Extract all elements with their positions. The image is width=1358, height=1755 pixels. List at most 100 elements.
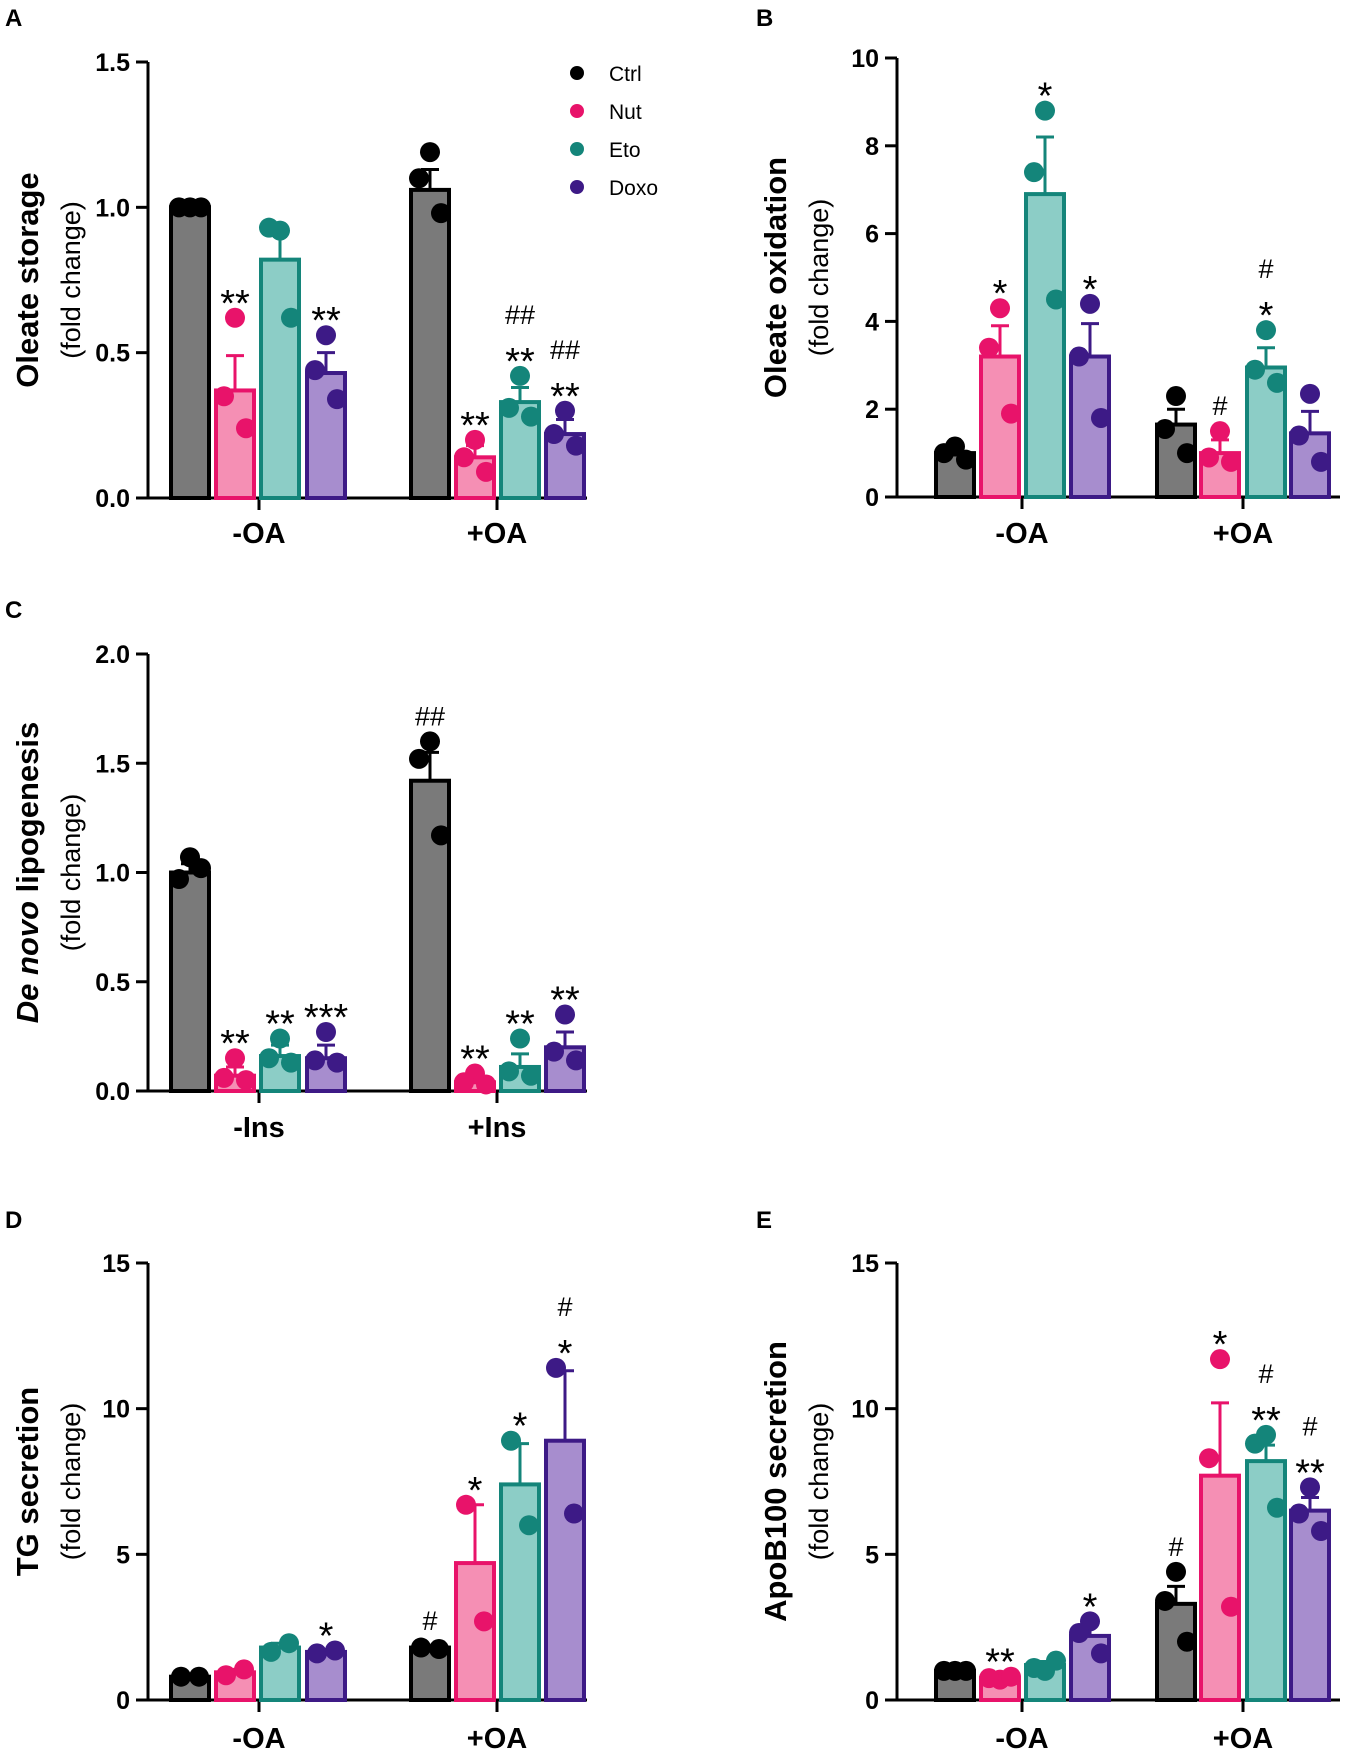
- data-point: [279, 1633, 299, 1654]
- legend-label: Doxo: [609, 177, 658, 200]
- data-point: [1024, 1657, 1044, 1678]
- data-point: [1046, 289, 1066, 310]
- data-point: [316, 1022, 336, 1043]
- y-axis-title-italic: De novo: [10, 892, 45, 1023]
- data-point: [521, 406, 541, 427]
- significance-mark: **: [265, 1004, 295, 1046]
- significance-mark: #: [422, 1606, 437, 1636]
- data-point: [456, 1494, 476, 1515]
- y-axis-title: ApoB100 secretion: [758, 1341, 793, 1622]
- y-axis-title: Oleate storage: [10, 172, 45, 387]
- panel-letter: D: [5, 1207, 22, 1234]
- significance-mark: *: [468, 1470, 483, 1512]
- data-point: [566, 1050, 586, 1071]
- data-point: [956, 449, 976, 470]
- panel-letter: C: [5, 597, 22, 624]
- x-tick-label: +Ins: [468, 1112, 527, 1144]
- legend-marker: [570, 66, 584, 80]
- data-point: [979, 337, 999, 358]
- bar-Doxo: [1289, 1508, 1331, 1702]
- data-point: [519, 1515, 539, 1536]
- data-point: [316, 325, 336, 346]
- data-point: [236, 418, 256, 439]
- data-point: [191, 858, 211, 879]
- data-point: [990, 298, 1010, 319]
- data-point: [305, 360, 325, 381]
- data-point: [259, 217, 279, 238]
- legend-label: Eto: [609, 139, 641, 162]
- y-tick-label: 8: [865, 133, 879, 161]
- x-tick-label: -OA: [232, 518, 285, 550]
- data-point: [429, 1639, 449, 1660]
- data-point: [544, 424, 564, 445]
- significance-mark: #: [1258, 254, 1273, 284]
- data-point: [1199, 447, 1219, 468]
- y-axis-subtitle: (fold change): [804, 199, 834, 357]
- data-point: [544, 1041, 564, 1062]
- data-point: [1177, 1631, 1197, 1652]
- data-point: [521, 1065, 541, 1086]
- bar-Ctrl: [409, 187, 451, 500]
- significance-mark: ##: [415, 701, 445, 731]
- bar-Ctrl: [169, 205, 211, 500]
- significance-mark: **: [505, 341, 535, 383]
- legend: Ctrl Nut Eto Doxo: [570, 63, 658, 200]
- significance-mark: **: [220, 1023, 250, 1065]
- bar-Eto: [1245, 1459, 1287, 1703]
- panel-D: D 0 5 10 15 -OA +OA TG secretion (fold change) # *…: [5, 1207, 587, 1755]
- bar-Nut: [979, 354, 1021, 499]
- data-point: [956, 1660, 976, 1681]
- data-point: [555, 400, 575, 421]
- legend-label: Ctrl: [609, 63, 642, 86]
- significance-mark: *: [319, 1615, 334, 1657]
- data-point: [1289, 425, 1309, 446]
- data-point: [510, 1028, 530, 1049]
- data-point: [171, 1666, 191, 1687]
- y-tick-label: 0.0: [95, 485, 130, 513]
- y-tick-label: 0.0: [95, 1078, 130, 1106]
- y-axis-title-text: ApoB100 secretion: [758, 1341, 793, 1622]
- data-point: [1210, 421, 1230, 442]
- bar-Doxo: [544, 1438, 586, 1703]
- data-point: [325, 1640, 345, 1661]
- bar-Ctrl: [169, 870, 211, 1093]
- y-tick-label: 10: [851, 45, 879, 73]
- significance-mark: *: [513, 1406, 528, 1448]
- y-tick-label: 6: [865, 221, 879, 249]
- y-tick-label: 2.0: [95, 641, 130, 669]
- significance-mark: **: [460, 405, 490, 447]
- data-point: [1267, 372, 1287, 393]
- data-point: [191, 197, 211, 218]
- data-point: [1245, 359, 1265, 380]
- y-tick-label: 10: [102, 1396, 130, 1424]
- bar-Nut: [1199, 1473, 1241, 1702]
- x-tick-label: +OA: [1213, 518, 1273, 550]
- panel-E: E 0 5 10 15 -OA +OA ApoB100 secretion (fold chan…: [756, 1207, 1340, 1755]
- data-point: [234, 1659, 254, 1680]
- data-point: [1155, 1590, 1175, 1611]
- y-axis-title-text: Oleate storage: [10, 172, 45, 387]
- significance-mark: #: [557, 1292, 572, 1322]
- y-tick-label: 2: [865, 396, 879, 424]
- data-point: [1311, 451, 1331, 472]
- data-point: [1035, 100, 1055, 121]
- data-point: [476, 461, 496, 482]
- data-point: [420, 731, 440, 752]
- x-tick-label: -OA: [995, 1723, 1048, 1755]
- data-point: [546, 1357, 566, 1378]
- data-point: [327, 1052, 347, 1073]
- significance-mark: *: [558, 1333, 573, 1375]
- significance-mark: #: [1168, 1532, 1183, 1562]
- data-point: [1245, 1433, 1265, 1454]
- data-point: [1155, 418, 1175, 439]
- significance-mark: **: [220, 283, 250, 325]
- significance-mark: *: [1083, 1586, 1098, 1628]
- y-axis-title: TG secretion: [10, 1387, 45, 1577]
- significance-mark: #: [1302, 1411, 1317, 1441]
- y-tick-label: 5: [865, 1541, 879, 1569]
- x-tick-label: +OA: [467, 1723, 527, 1755]
- data-point: [431, 203, 451, 224]
- data-point: [510, 365, 530, 386]
- data-point: [476, 1074, 496, 1095]
